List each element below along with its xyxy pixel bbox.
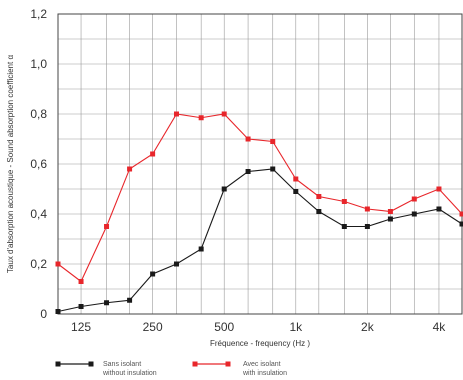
data-point [341,199,347,204]
data-point [245,136,251,142]
x-tick-label: 4k [433,320,447,334]
data-point [78,279,84,284]
legend-label-en: with insulation [242,370,287,377]
series-line-0 [57,168,463,313]
data-point [245,169,251,174]
data-point [411,196,417,202]
data-point [270,166,276,172]
legend-swatch-marker [192,361,198,367]
data-point [436,206,442,212]
data-point [316,194,322,199]
y-tick-label: 0 [40,307,47,321]
data-point [127,166,133,172]
data-point [387,216,393,222]
data-point [341,224,347,229]
tick-labels: 0 0,2 0,4 0,6 0,8 1,0 1,2 125 250 500 1k 2k 4k [30,7,446,334]
legend-swatch-marker [55,361,61,367]
legend-label-fr: Avec isolant [243,361,281,368]
legend: Sans isolant without insulation Avec iso… [55,361,287,377]
y-tick-label: 1,0 [30,57,47,71]
series-line-1 [57,113,463,283]
data-point [293,189,299,194]
legend-label-en: without insulation [102,370,157,377]
x-tick-label: 125 [71,320,91,334]
data-point [364,206,370,212]
x-tick-label: 250 [143,320,163,334]
y-tick-label: 0,8 [30,107,47,121]
x-axis-label: Fréquence - frequency (Hz ) [210,339,310,348]
y-tick-label: 1,2 [30,7,47,21]
grid [58,14,462,314]
legend-swatch-marker [225,361,231,367]
data-point [270,139,276,144]
data-point [150,271,156,277]
x-tick-label: 500 [214,320,234,334]
y-tick-label: 0,6 [30,157,47,171]
data-point [55,261,61,267]
data-point [221,111,227,117]
data-point [150,151,156,157]
data-point [55,309,61,314]
data-point [459,211,463,217]
plot-frame [57,13,463,315]
data-point [293,176,299,182]
y-axis-label: Taux d'absorption acoustique - Sound abs… [6,55,15,274]
data-point [104,300,110,306]
data-point [364,224,370,229]
data-point [221,186,227,192]
data-point [127,297,133,303]
legend-item-with-insulation: Avec isolant with insulation [192,361,287,377]
x-tick-label: 1k [289,320,303,334]
y-tick-label: 0,2 [30,257,47,271]
data-point [198,115,204,121]
x-tick-label: 2k [361,320,375,334]
legend-item-without-insulation: Sans isolant without insulation [55,361,157,377]
data-point [104,224,110,229]
y-tick-label: 0,4 [30,207,47,221]
data-point [387,209,393,214]
data-point [436,186,442,192]
data-point [78,304,84,309]
data-point [173,261,179,267]
legend-swatch-marker [88,361,94,367]
data-point [411,211,417,217]
legend-label-fr: Sans isolant [103,361,141,368]
series-layer [55,111,463,314]
data-point [198,246,204,252]
data-point [459,221,463,227]
data-point [316,209,322,214]
data-point [173,111,179,117]
